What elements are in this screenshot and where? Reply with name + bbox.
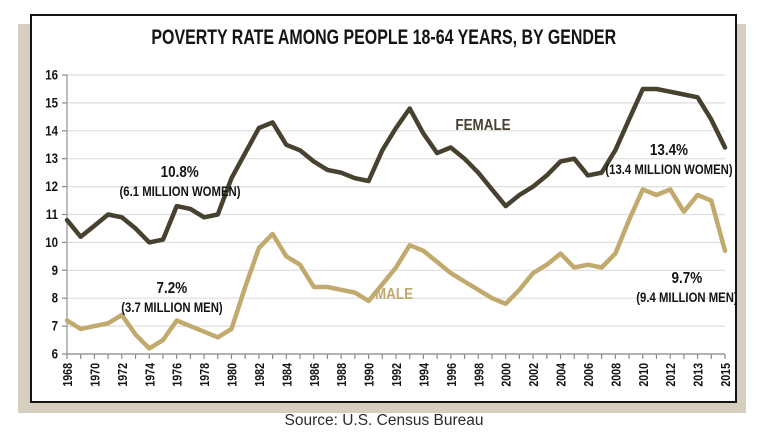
- male-end-detail: (9.4 MILLION MEN): [636, 290, 738, 306]
- xtick-label-1988: 1988: [335, 362, 349, 386]
- male-start-detail: (3.7 MILLION MEN): [121, 300, 223, 316]
- source-caption: Source: U.S. Census Bureau: [284, 412, 484, 429]
- xtick-label-2010: 2010: [637, 363, 651, 387]
- ytick-label-6: 6: [52, 347, 58, 362]
- ytick-label-7: 7: [52, 319, 58, 334]
- female-end-detail: (13.4 MILLION WOMEN): [605, 162, 733, 178]
- female-start-value: 10.8%: [160, 164, 200, 181]
- ytick-label-11: 11: [46, 207, 58, 222]
- xtick-label-1984: 1984: [281, 362, 295, 386]
- xtick-label-1974: 1974: [143, 362, 157, 386]
- xtick-label-1992: 1992: [390, 363, 404, 387]
- chart-title-text: POVERTY RATE AMONG PEOPLE 18-64 YEARS, B…: [151, 26, 616, 49]
- female-series-label: FEMALE: [455, 117, 511, 134]
- xtick-label-1982: 1982: [253, 363, 267, 387]
- xtick-label-2013: 2013: [692, 362, 706, 386]
- poverty-rate-line-chart: 6 7 8 9 10 11 12 13 14 15 16 1968 1970 1972 1974 1976 19…: [45, 68, 733, 387]
- male-end-value: 9.7%: [671, 270, 703, 287]
- ytick-label-13: 13: [45, 151, 58, 166]
- xtick-label-1976: 1976: [171, 362, 185, 386]
- ytick-label-15: 15: [45, 96, 58, 111]
- female-end-annotation: 13.4% (13.4 MILLION WOMEN): [593, 140, 745, 179]
- ytick-label-9: 9: [52, 263, 58, 278]
- ytick-label-14: 14: [45, 123, 58, 138]
- xtick-label-2002: 2002: [527, 363, 541, 387]
- xtick-label-1986: 1986: [308, 362, 322, 386]
- xtick-label-2006: 2006: [582, 362, 596, 386]
- male-start-annotation: 7.2% (3.7 MILLION MEN): [112, 278, 233, 317]
- female-line: [64, 86, 728, 245]
- male-line: [64, 187, 728, 351]
- xtick-label-1994: 1994: [418, 362, 432, 386]
- chart-figure: POVERTY RATE AMONG PEOPLE 18-64 YEARS, B…: [30, 14, 738, 403]
- female-start-detail: (6.1 MILLION WOMEN): [119, 184, 241, 200]
- xtick-label-1972: 1972: [116, 363, 130, 387]
- female-start-annotation: 10.8% (6.1 MILLION WOMEN): [108, 162, 252, 201]
- xtick-label-1998: 1998: [472, 362, 486, 386]
- xtick-label-1978: 1978: [198, 362, 212, 386]
- male-series-label: MALE: [374, 286, 414, 303]
- xtick-label-1990: 1990: [363, 363, 377, 387]
- ytick-label-16: 16: [45, 68, 58, 83]
- chart-title: POVERTY RATE AMONG PEOPLE 18-64 YEARS, B…: [32, 26, 735, 50]
- ytick-label-10: 10: [45, 235, 58, 250]
- xtick-label-2015: 2015: [719, 362, 733, 386]
- male-end-annotation: 9.7% (9.4 MILLION MEN): [627, 268, 748, 307]
- xtick-label-2012: 2012: [664, 363, 678, 387]
- xtick-label-2008: 2008: [610, 362, 624, 386]
- xtick-label-2004: 2004: [555, 362, 569, 386]
- xtick-label-1996: 1996: [445, 362, 459, 386]
- xtick-label-1970: 1970: [89, 363, 103, 387]
- male-start-value: 7.2%: [156, 280, 188, 297]
- ytick-label-8: 8: [52, 291, 58, 306]
- xtick-label-1980: 1980: [226, 363, 240, 387]
- xtick-label-2000: 2000: [500, 363, 514, 387]
- female-end-value: 13.4%: [649, 142, 689, 159]
- ytick-label-12: 12: [45, 179, 58, 194]
- xtick-label-1968: 1968: [61, 362, 75, 386]
